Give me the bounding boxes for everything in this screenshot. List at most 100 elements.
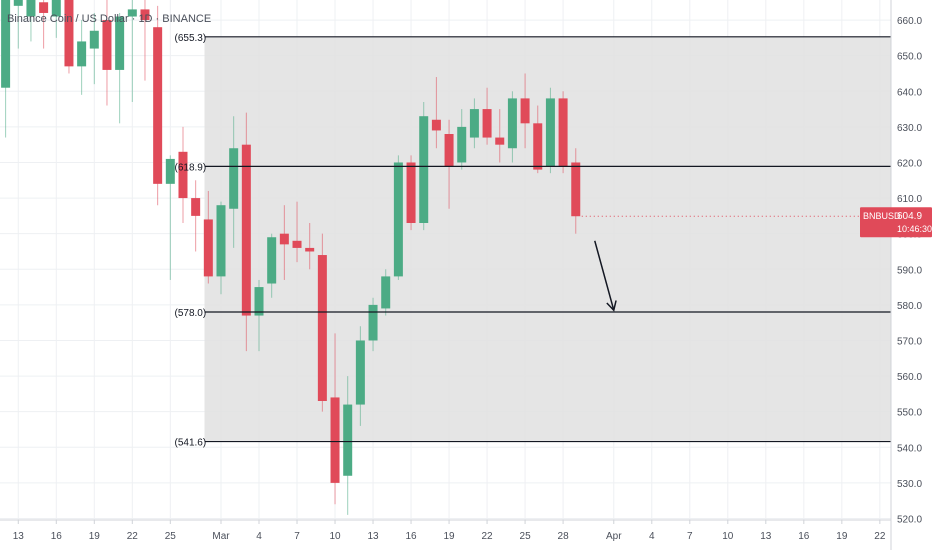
level-label: (618.9) [175, 162, 207, 173]
candle-body [419, 116, 429, 223]
candle-up [165, 155, 175, 280]
candle-up [469, 98, 479, 149]
candle-body [292, 240, 302, 248]
candle-body [51, 0, 61, 17]
x-tick-label: 22 [874, 531, 886, 542]
candle-down [495, 109, 505, 163]
candle-up [89, 12, 99, 85]
price-tag-bg [860, 207, 932, 238]
candle-down [292, 201, 302, 263]
candle-body [393, 162, 403, 277]
candle-down [102, 0, 112, 106]
candle-up [545, 87, 555, 174]
candle-body [545, 98, 555, 167]
candle-down [279, 205, 289, 280]
candle-down [305, 223, 315, 270]
y-tick-label: 590.0 [897, 265, 922, 276]
price-tag-symbol: BNBUSD [863, 211, 901, 221]
candle-up [393, 155, 403, 280]
candle-body [507, 98, 517, 149]
level-label: (541.6) [175, 438, 207, 449]
price-tag-countdown: 10:46:30 [897, 224, 932, 234]
candle-body [381, 276, 391, 309]
candle-body [254, 287, 264, 316]
x-tick-label: Mar [212, 531, 230, 542]
candle-body [533, 123, 543, 170]
candle-body [571, 162, 581, 217]
y-tick-label: 550.0 [897, 408, 922, 419]
candle-down [39, 0, 49, 49]
candle-body [89, 30, 99, 49]
x-tick-label: 19 [443, 531, 455, 542]
candle-body [330, 397, 340, 483]
candle-body [241, 144, 251, 316]
candle-body [153, 27, 163, 184]
y-tick-label: 530.0 [897, 479, 922, 490]
x-tick-label: 7 [294, 531, 300, 542]
candle-body [305, 247, 315, 252]
x-tick-label: 19 [89, 531, 101, 542]
candle-up [1, 0, 11, 138]
candle-body [203, 219, 213, 277]
y-tick-label: 520.0 [897, 514, 922, 525]
y-tick-label: 650.0 [897, 52, 922, 63]
y-tick-label: 610.0 [897, 194, 922, 205]
candle-up [381, 269, 391, 316]
candle-body [558, 98, 568, 167]
arrow-head [606, 300, 617, 312]
candle-up [229, 116, 239, 248]
trend-arrow [594, 240, 617, 312]
x-tick-label: 22 [482, 531, 494, 542]
candle-body [495, 137, 505, 145]
candle-body [165, 158, 175, 184]
y-tick-label: 540.0 [897, 443, 922, 454]
x-tick-label: 22 [127, 531, 139, 542]
candles [1, 0, 581, 515]
x-axis[interactable]: 13 16 19 22 25 Mar 4 7 10 13 16 19 22 25 28 Apr 4 7 10 13 16… [13, 520, 886, 542]
x-tick-label: 13 [367, 531, 379, 542]
candle-down [178, 126, 188, 223]
candle-down [64, 0, 74, 74]
candle-up [13, 0, 23, 49]
candle-down [571, 148, 581, 234]
candle-up [355, 326, 365, 426]
candle-down [558, 91, 568, 174]
y-tick-label: 570.0 [897, 336, 922, 347]
candle-body [127, 9, 137, 17]
range-box-fill [204, 36, 892, 442]
x-tick-label: 16 [798, 531, 810, 542]
x-tick-label: 25 [520, 531, 532, 542]
candle-down [444, 119, 454, 209]
candle-body [229, 148, 239, 209]
candle-body [457, 126, 467, 163]
y-tick-label: 560.0 [897, 372, 922, 383]
candle-body [102, 20, 112, 70]
candle-up [368, 297, 378, 352]
candle-down [406, 155, 416, 231]
candle-down [191, 180, 201, 252]
x-tick-label: 13 [13, 531, 25, 542]
candle-up [127, 0, 137, 102]
candle-body [77, 41, 87, 67]
candle-down [431, 77, 441, 149]
candle-up [254, 279, 264, 352]
candle-body [140, 9, 150, 21]
candle-down [203, 190, 213, 284]
x-tick-label: 25 [165, 531, 177, 542]
candle-body [368, 304, 378, 341]
candle-body [64, 0, 74, 67]
candle-body [469, 109, 479, 138]
candle-up [115, 12, 125, 124]
candle-body [178, 151, 188, 199]
candle-down [482, 87, 492, 145]
candle-up [51, 0, 61, 38]
y-axis[interactable]: 520.0 530.0 540.0 550.0 560.0 570.0 580.0 590.0… [897, 16, 922, 525]
x-tick-label: 7 [687, 531, 693, 542]
candle-body [39, 2, 49, 13]
candle-down [330, 333, 340, 505]
y-tick-label: 640.0 [897, 87, 922, 98]
candle-body [482, 109, 492, 138]
x-tick-label: Apr [606, 531, 622, 542]
